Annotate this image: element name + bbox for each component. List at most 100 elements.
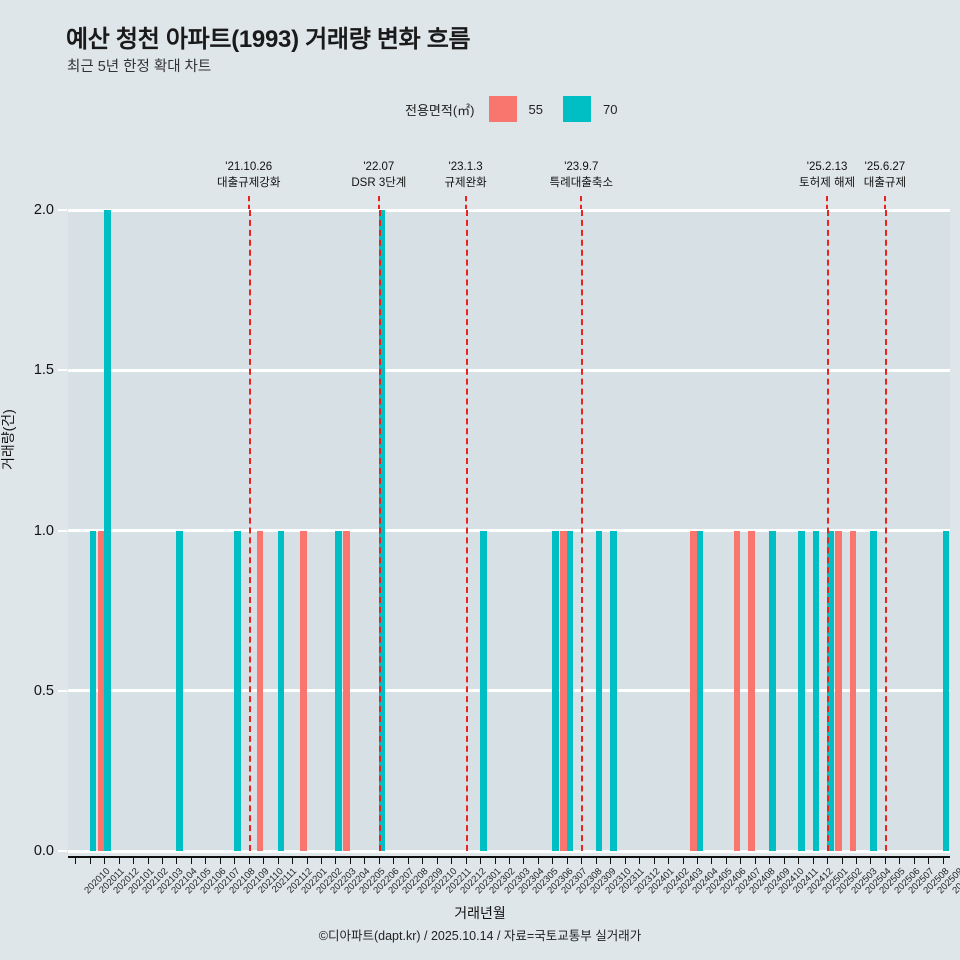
bar[interactable] <box>812 530 820 851</box>
event-annotation-date: '22.07 <box>363 161 395 173</box>
legend-title: 전용면적(㎡) <box>405 102 475 118</box>
bar[interactable] <box>690 530 697 851</box>
x-tick-mark <box>928 856 930 864</box>
footer-credit: ©디아파트(dapt.kr) / 2025.10.14 / 자료=국토교통부 실… <box>318 929 642 943</box>
bar[interactable] <box>378 210 386 851</box>
page-subtitle: 최근 5년 한정 확대 차트 <box>67 59 212 75</box>
bar[interactable] <box>277 530 285 851</box>
event-annotation: '21.10.26 대출규제강화 <box>217 160 280 191</box>
y-tick-mark <box>58 369 67 372</box>
legend: 전용면적(㎡) 55 70 <box>405 96 617 122</box>
x-tick-mark <box>870 856 872 864</box>
bar[interactable] <box>566 530 574 851</box>
bar[interactable] <box>300 530 307 851</box>
x-tick-mark <box>234 856 236 864</box>
event-line-stub <box>580 196 583 210</box>
bar[interactable] <box>696 530 704 851</box>
x-tick-mark <box>219 856 221 864</box>
x-tick-mark <box>465 856 467 864</box>
event-line <box>248 210 251 851</box>
x-tick-mark <box>783 856 785 864</box>
y-tick-mark <box>58 209 67 211</box>
x-tick-mark <box>176 856 178 864</box>
event-annotation-date: '23.9.7 <box>564 161 599 173</box>
bar[interactable] <box>849 530 856 851</box>
event-line <box>465 210 468 851</box>
bar[interactable] <box>97 530 105 851</box>
event-annotation: '23.1.3 규제완화 <box>444 160 486 191</box>
x-tick-mark <box>913 856 915 864</box>
event-annotation-date: '25.6.27 <box>864 161 906 173</box>
x-tick-mark <box>653 856 655 864</box>
x-axis-label: 거래년월 <box>454 905 506 921</box>
x-tick-mark <box>682 856 684 864</box>
x-tick-mark <box>75 856 77 864</box>
bar[interactable] <box>733 530 741 851</box>
plot-area <box>68 208 950 853</box>
bar[interactable] <box>942 530 950 851</box>
event-line <box>827 210 830 851</box>
y-axis-label: 거래량(건) <box>0 409 16 470</box>
x-tick-mark <box>104 856 106 864</box>
bar[interactable] <box>89 530 97 851</box>
bar[interactable] <box>827 530 834 851</box>
event-line-stub <box>247 196 250 210</box>
bar[interactable] <box>610 530 617 851</box>
bar[interactable] <box>256 530 264 851</box>
x-tick-mark <box>451 856 453 864</box>
gridline <box>68 368 950 372</box>
x-tick-mark <box>306 856 308 864</box>
legend-label-55: 55 <box>528 101 543 117</box>
x-tick-mark <box>841 856 843 864</box>
bar[interactable] <box>748 530 755 851</box>
gridline <box>68 208 950 212</box>
bar[interactable] <box>104 210 111 851</box>
bar[interactable] <box>595 530 603 851</box>
x-tick-mark <box>624 856 626 864</box>
x-tick-mark <box>899 856 901 864</box>
event-line-stub <box>464 196 467 210</box>
event-annotation-label: 대출규제강화 <box>216 177 281 189</box>
bar[interactable] <box>560 530 567 851</box>
x-tick-mark <box>378 856 380 864</box>
event-annotation-label: 토허제 해제 <box>799 177 856 189</box>
x-tick-mark <box>480 856 482 864</box>
bar[interactable] <box>798 530 805 851</box>
x-tick-mark <box>349 856 351 864</box>
event-annotation-label: DSR 3단계 <box>351 177 407 189</box>
bar[interactable] <box>769 530 776 851</box>
x-tick-mark <box>393 856 395 864</box>
bar[interactable] <box>343 530 350 851</box>
event-annotation-label: 규제완화 <box>444 177 487 189</box>
bar[interactable] <box>552 530 559 851</box>
legend-label-70: 70 <box>602 101 618 117</box>
x-tick-mark <box>754 856 756 864</box>
bar[interactable] <box>234 530 241 851</box>
bar[interactable] <box>335 530 342 851</box>
x-tick-mark <box>161 856 163 864</box>
x-tick-mark <box>335 856 337 864</box>
x-tick-mark <box>248 856 250 864</box>
x-tick-mark <box>277 856 279 864</box>
x-tick-mark <box>509 856 510 864</box>
x-tick-mark <box>292 856 294 864</box>
event-line-stub <box>377 196 380 210</box>
x-tick-mark <box>610 856 612 864</box>
x-tick-mark <box>595 856 597 864</box>
x-tick-mark <box>89 856 91 864</box>
bar[interactable] <box>176 530 183 851</box>
gridline <box>68 849 950 853</box>
x-tick-mark <box>321 856 323 864</box>
y-tick-label: 1.0 <box>33 522 54 539</box>
event-line-stub <box>826 196 829 210</box>
x-tick-mark <box>827 856 829 864</box>
y-tick-mark <box>58 689 67 692</box>
y-tick-label: 0.0 <box>33 843 54 859</box>
bar[interactable] <box>480 530 487 851</box>
bar[interactable] <box>835 530 842 851</box>
x-tick-mark <box>436 856 438 864</box>
x-tick-mark <box>205 856 207 864</box>
bar[interactable] <box>870 530 877 851</box>
legend-swatch-55 <box>488 96 517 122</box>
x-tick-mark <box>118 856 120 864</box>
